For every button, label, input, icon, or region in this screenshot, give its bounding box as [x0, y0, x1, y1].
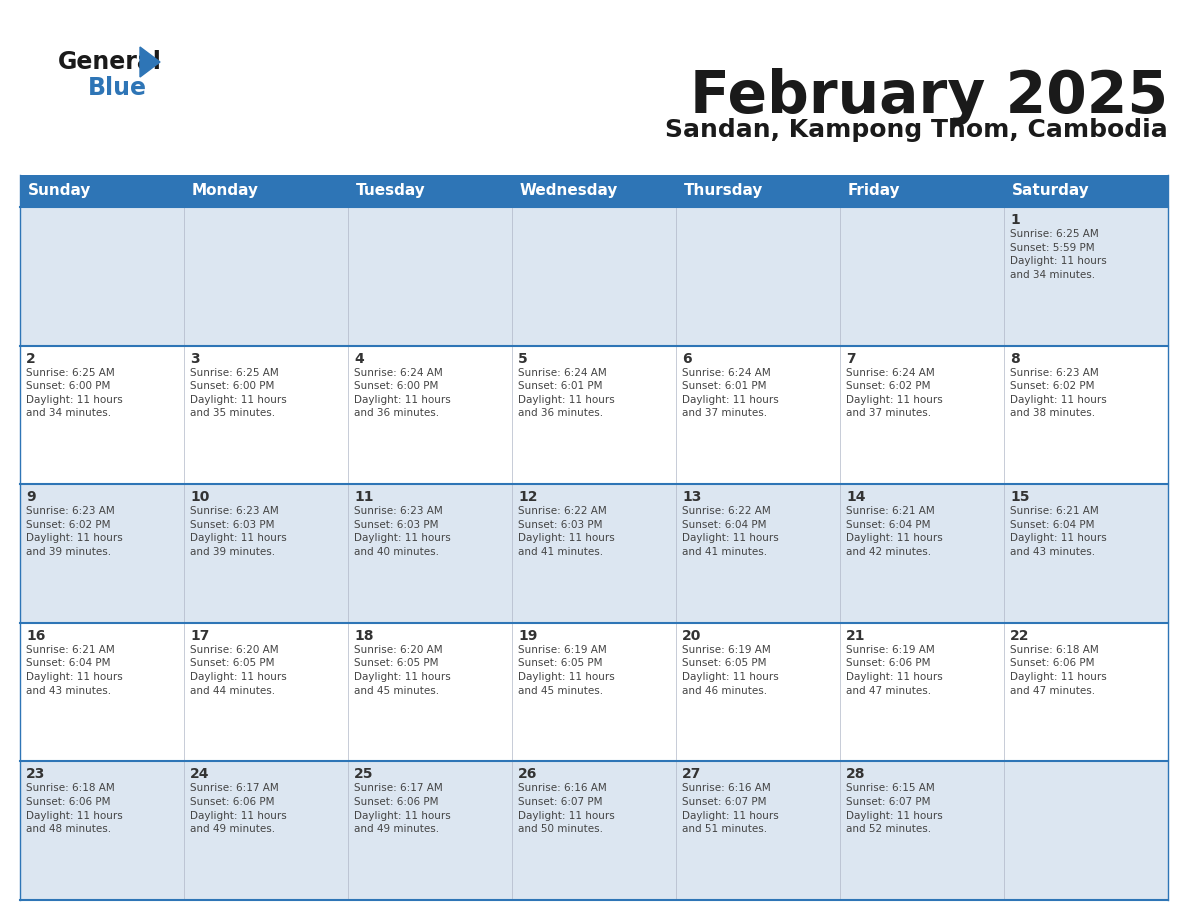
Text: 28: 28 — [846, 767, 866, 781]
Text: Sunrise: 6:21 AM
Sunset: 6:04 PM
Daylight: 11 hours
and 43 minutes.: Sunrise: 6:21 AM Sunset: 6:04 PM Dayligh… — [1010, 506, 1107, 557]
Text: Sunrise: 6:22 AM
Sunset: 6:04 PM
Daylight: 11 hours
and 41 minutes.: Sunrise: 6:22 AM Sunset: 6:04 PM Dayligh… — [682, 506, 779, 557]
Text: Sunrise: 6:25 AM
Sunset: 5:59 PM
Daylight: 11 hours
and 34 minutes.: Sunrise: 6:25 AM Sunset: 5:59 PM Dayligh… — [1010, 229, 1107, 280]
Text: General: General — [58, 50, 162, 74]
Bar — [840, 175, 1004, 207]
Text: 19: 19 — [518, 629, 537, 643]
Text: 27: 27 — [682, 767, 701, 781]
Text: 1: 1 — [1010, 213, 1019, 227]
Text: 16: 16 — [26, 629, 45, 643]
Text: 21: 21 — [846, 629, 866, 643]
Bar — [184, 175, 348, 207]
Text: 18: 18 — [354, 629, 373, 643]
Text: Thursday: Thursday — [684, 184, 764, 198]
Text: 12: 12 — [518, 490, 537, 504]
Text: Sunrise: 6:21 AM
Sunset: 6:04 PM
Daylight: 11 hours
and 42 minutes.: Sunrise: 6:21 AM Sunset: 6:04 PM Dayligh… — [846, 506, 943, 557]
Text: Sunrise: 6:23 AM
Sunset: 6:02 PM
Daylight: 11 hours
and 39 minutes.: Sunrise: 6:23 AM Sunset: 6:02 PM Dayligh… — [26, 506, 122, 557]
Text: 22: 22 — [1010, 629, 1030, 643]
Text: 13: 13 — [682, 490, 701, 504]
Text: Blue: Blue — [88, 76, 147, 100]
Text: Sunrise: 6:24 AM
Sunset: 6:02 PM
Daylight: 11 hours
and 37 minutes.: Sunrise: 6:24 AM Sunset: 6:02 PM Dayligh… — [846, 367, 943, 419]
Bar — [20, 345, 1168, 484]
Bar — [20, 484, 1168, 622]
Text: 24: 24 — [190, 767, 209, 781]
Text: Friday: Friday — [848, 184, 901, 198]
Text: 26: 26 — [518, 767, 537, 781]
Text: Wednesday: Wednesday — [520, 184, 619, 198]
Bar — [20, 207, 1168, 345]
Text: Sunrise: 6:19 AM
Sunset: 6:06 PM
Daylight: 11 hours
and 47 minutes.: Sunrise: 6:19 AM Sunset: 6:06 PM Dayligh… — [846, 644, 943, 696]
Text: 8: 8 — [1010, 352, 1019, 365]
Text: Sunrise: 6:20 AM
Sunset: 6:05 PM
Daylight: 11 hours
and 45 minutes.: Sunrise: 6:20 AM Sunset: 6:05 PM Dayligh… — [354, 644, 450, 696]
Text: 6: 6 — [682, 352, 691, 365]
Text: Sunrise: 6:18 AM
Sunset: 6:06 PM
Daylight: 11 hours
and 48 minutes.: Sunrise: 6:18 AM Sunset: 6:06 PM Dayligh… — [26, 783, 122, 834]
Text: February 2025: February 2025 — [690, 68, 1168, 125]
Bar — [676, 175, 840, 207]
Polygon shape — [140, 47, 160, 77]
Text: 7: 7 — [846, 352, 855, 365]
Text: Sunrise: 6:23 AM
Sunset: 6:03 PM
Daylight: 11 hours
and 39 minutes.: Sunrise: 6:23 AM Sunset: 6:03 PM Dayligh… — [190, 506, 286, 557]
Text: Sunrise: 6:20 AM
Sunset: 6:05 PM
Daylight: 11 hours
and 44 minutes.: Sunrise: 6:20 AM Sunset: 6:05 PM Dayligh… — [190, 644, 286, 696]
Text: Sunrise: 6:23 AM
Sunset: 6:02 PM
Daylight: 11 hours
and 38 minutes.: Sunrise: 6:23 AM Sunset: 6:02 PM Dayligh… — [1010, 367, 1107, 419]
Bar — [20, 175, 184, 207]
Text: 10: 10 — [190, 490, 209, 504]
Text: Sunrise: 6:19 AM
Sunset: 6:05 PM
Daylight: 11 hours
and 45 minutes.: Sunrise: 6:19 AM Sunset: 6:05 PM Dayligh… — [518, 644, 614, 696]
Text: Sunrise: 6:17 AM
Sunset: 6:06 PM
Daylight: 11 hours
and 49 minutes.: Sunrise: 6:17 AM Sunset: 6:06 PM Dayligh… — [354, 783, 450, 834]
Text: Sunrise: 6:15 AM
Sunset: 6:07 PM
Daylight: 11 hours
and 52 minutes.: Sunrise: 6:15 AM Sunset: 6:07 PM Dayligh… — [846, 783, 943, 834]
Bar — [1004, 175, 1168, 207]
Text: Sunrise: 6:16 AM
Sunset: 6:07 PM
Daylight: 11 hours
and 51 minutes.: Sunrise: 6:16 AM Sunset: 6:07 PM Dayligh… — [682, 783, 779, 834]
Text: 5: 5 — [518, 352, 527, 365]
Text: 15: 15 — [1010, 490, 1030, 504]
Text: Sandan, Kampong Thom, Cambodia: Sandan, Kampong Thom, Cambodia — [665, 118, 1168, 142]
Text: 3: 3 — [190, 352, 200, 365]
Text: Monday: Monday — [192, 184, 259, 198]
Text: 2: 2 — [26, 352, 36, 365]
Text: 14: 14 — [846, 490, 866, 504]
Text: Saturday: Saturday — [1012, 184, 1089, 198]
Text: 25: 25 — [354, 767, 373, 781]
Text: Sunrise: 6:24 AM
Sunset: 6:01 PM
Daylight: 11 hours
and 36 minutes.: Sunrise: 6:24 AM Sunset: 6:01 PM Dayligh… — [518, 367, 614, 419]
Bar — [20, 761, 1168, 900]
Text: 23: 23 — [26, 767, 45, 781]
Text: Sunrise: 6:21 AM
Sunset: 6:04 PM
Daylight: 11 hours
and 43 minutes.: Sunrise: 6:21 AM Sunset: 6:04 PM Dayligh… — [26, 644, 122, 696]
Bar — [512, 175, 676, 207]
Text: Sunday: Sunday — [29, 184, 91, 198]
Text: 9: 9 — [26, 490, 36, 504]
Text: Sunrise: 6:23 AM
Sunset: 6:03 PM
Daylight: 11 hours
and 40 minutes.: Sunrise: 6:23 AM Sunset: 6:03 PM Dayligh… — [354, 506, 450, 557]
Text: Sunrise: 6:19 AM
Sunset: 6:05 PM
Daylight: 11 hours
and 46 minutes.: Sunrise: 6:19 AM Sunset: 6:05 PM Dayligh… — [682, 644, 779, 696]
Text: Sunrise: 6:16 AM
Sunset: 6:07 PM
Daylight: 11 hours
and 50 minutes.: Sunrise: 6:16 AM Sunset: 6:07 PM Dayligh… — [518, 783, 614, 834]
Text: Sunrise: 6:18 AM
Sunset: 6:06 PM
Daylight: 11 hours
and 47 minutes.: Sunrise: 6:18 AM Sunset: 6:06 PM Dayligh… — [1010, 644, 1107, 696]
Text: 17: 17 — [190, 629, 209, 643]
Bar — [20, 622, 1168, 761]
Text: Tuesday: Tuesday — [356, 184, 425, 198]
Text: Sunrise: 6:17 AM
Sunset: 6:06 PM
Daylight: 11 hours
and 49 minutes.: Sunrise: 6:17 AM Sunset: 6:06 PM Dayligh… — [190, 783, 286, 834]
Bar — [348, 175, 512, 207]
Text: Sunrise: 6:25 AM
Sunset: 6:00 PM
Daylight: 11 hours
and 35 minutes.: Sunrise: 6:25 AM Sunset: 6:00 PM Dayligh… — [190, 367, 286, 419]
Text: Sunrise: 6:22 AM
Sunset: 6:03 PM
Daylight: 11 hours
and 41 minutes.: Sunrise: 6:22 AM Sunset: 6:03 PM Dayligh… — [518, 506, 614, 557]
Text: Sunrise: 6:25 AM
Sunset: 6:00 PM
Daylight: 11 hours
and 34 minutes.: Sunrise: 6:25 AM Sunset: 6:00 PM Dayligh… — [26, 367, 122, 419]
Text: 4: 4 — [354, 352, 364, 365]
Text: Sunrise: 6:24 AM
Sunset: 6:00 PM
Daylight: 11 hours
and 36 minutes.: Sunrise: 6:24 AM Sunset: 6:00 PM Dayligh… — [354, 367, 450, 419]
Text: Sunrise: 6:24 AM
Sunset: 6:01 PM
Daylight: 11 hours
and 37 minutes.: Sunrise: 6:24 AM Sunset: 6:01 PM Dayligh… — [682, 367, 779, 419]
Text: 11: 11 — [354, 490, 373, 504]
Text: 20: 20 — [682, 629, 701, 643]
